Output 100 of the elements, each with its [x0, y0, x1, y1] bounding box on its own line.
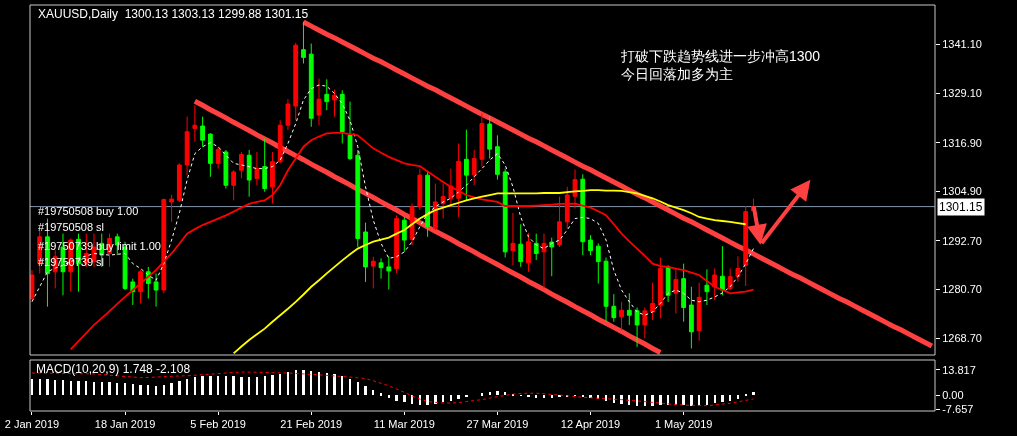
bar — [651, 395, 654, 406]
bar — [70, 381, 72, 395]
candlestick — [611, 293, 617, 323]
candlestick — [339, 89, 345, 144]
bar — [194, 377, 196, 395]
bar — [721, 395, 724, 402]
candlestick — [650, 282, 655, 321]
bar — [457, 395, 460, 399]
x-tick-label: 18 Jan 2019 — [94, 418, 156, 431]
bar — [659, 395, 662, 405]
bar — [706, 395, 708, 405]
candlestick — [207, 132, 213, 178]
bar — [426, 395, 429, 405]
candlestick — [549, 237, 555, 277]
bar — [752, 392, 755, 395]
bar — [372, 390, 374, 395]
candlestick — [464, 129, 469, 201]
bar — [675, 395, 677, 405]
bar — [419, 395, 421, 405]
y-tick-label: 13.817 — [942, 363, 976, 376]
bar — [139, 385, 142, 395]
candlestick — [417, 168, 423, 211]
bar — [248, 377, 250, 395]
candlestick — [657, 257, 663, 319]
bar — [147, 385, 149, 395]
bar — [543, 395, 545, 398]
candlestick — [370, 256, 376, 289]
bar — [667, 395, 669, 405]
candlestick — [409, 203, 415, 246]
bar — [132, 384, 134, 395]
candlestick — [347, 101, 353, 161]
bar — [434, 395, 437, 404]
bar — [31, 379, 33, 395]
bar — [256, 377, 258, 395]
candlestick — [169, 194, 174, 223]
y-tick-label: -7.657 — [942, 402, 974, 415]
bar — [240, 377, 243, 395]
candlestick — [743, 205, 749, 287]
bar — [225, 376, 227, 395]
bar — [178, 381, 181, 395]
candlestick — [363, 222, 368, 283]
candlestick — [355, 149, 361, 248]
bar — [481, 393, 483, 396]
bar — [287, 372, 289, 395]
candlestick — [665, 264, 671, 303]
bar — [170, 383, 173, 395]
y-tick-label: 1280.70 — [942, 283, 982, 296]
candlestick — [138, 269, 143, 304]
bar — [232, 376, 235, 395]
bar — [186, 379, 188, 395]
candlestick — [518, 223, 524, 268]
candlestick — [215, 146, 221, 170]
bar — [163, 385, 165, 395]
y-tick-label: 1316.90 — [942, 136, 982, 149]
candlestick — [495, 134, 500, 181]
candlestick — [479, 112, 485, 168]
y-tick-label: 1304.90 — [942, 185, 982, 198]
candlestick — [681, 263, 687, 323]
candlestick — [673, 268, 679, 315]
bar — [690, 395, 693, 406]
bar — [698, 395, 700, 405]
candlestick — [448, 168, 454, 208]
bar — [403, 395, 406, 402]
bar — [85, 381, 87, 395]
candlestick — [704, 268, 710, 306]
candlestick — [572, 168, 578, 209]
y-tick-label: 1268.70 — [942, 332, 982, 345]
candlestick — [526, 232, 531, 273]
candlestick — [696, 282, 702, 342]
candlestick — [510, 212, 516, 266]
bar — [101, 382, 103, 395]
candlestick — [634, 306, 640, 348]
bar — [551, 395, 553, 398]
bar — [341, 376, 343, 395]
candlestick — [688, 286, 694, 349]
bar — [395, 395, 398, 401]
candlestick — [440, 183, 446, 220]
candlestick — [642, 306, 648, 339]
bar — [326, 373, 328, 395]
candlestick — [720, 245, 725, 296]
candlestick — [619, 301, 624, 331]
bar — [644, 395, 646, 406]
x-tick-label: 1 May 2019 — [654, 418, 713, 431]
bar — [217, 376, 219, 395]
candlestick — [401, 216, 407, 253]
candlestick — [277, 119, 283, 164]
candlestick — [603, 257, 609, 323]
bar — [302, 370, 305, 395]
candlestick — [502, 168, 508, 259]
bar — [46, 379, 49, 395]
candlestick — [192, 104, 198, 143]
candlestick — [254, 151, 260, 186]
candlestick — [456, 142, 462, 218]
bar — [729, 395, 731, 401]
bar — [496, 391, 499, 395]
bar — [714, 395, 716, 403]
bar — [62, 380, 64, 395]
bar — [613, 395, 615, 403]
y-tick-label: 0.00 — [942, 388, 964, 401]
candlestick — [580, 173, 586, 256]
